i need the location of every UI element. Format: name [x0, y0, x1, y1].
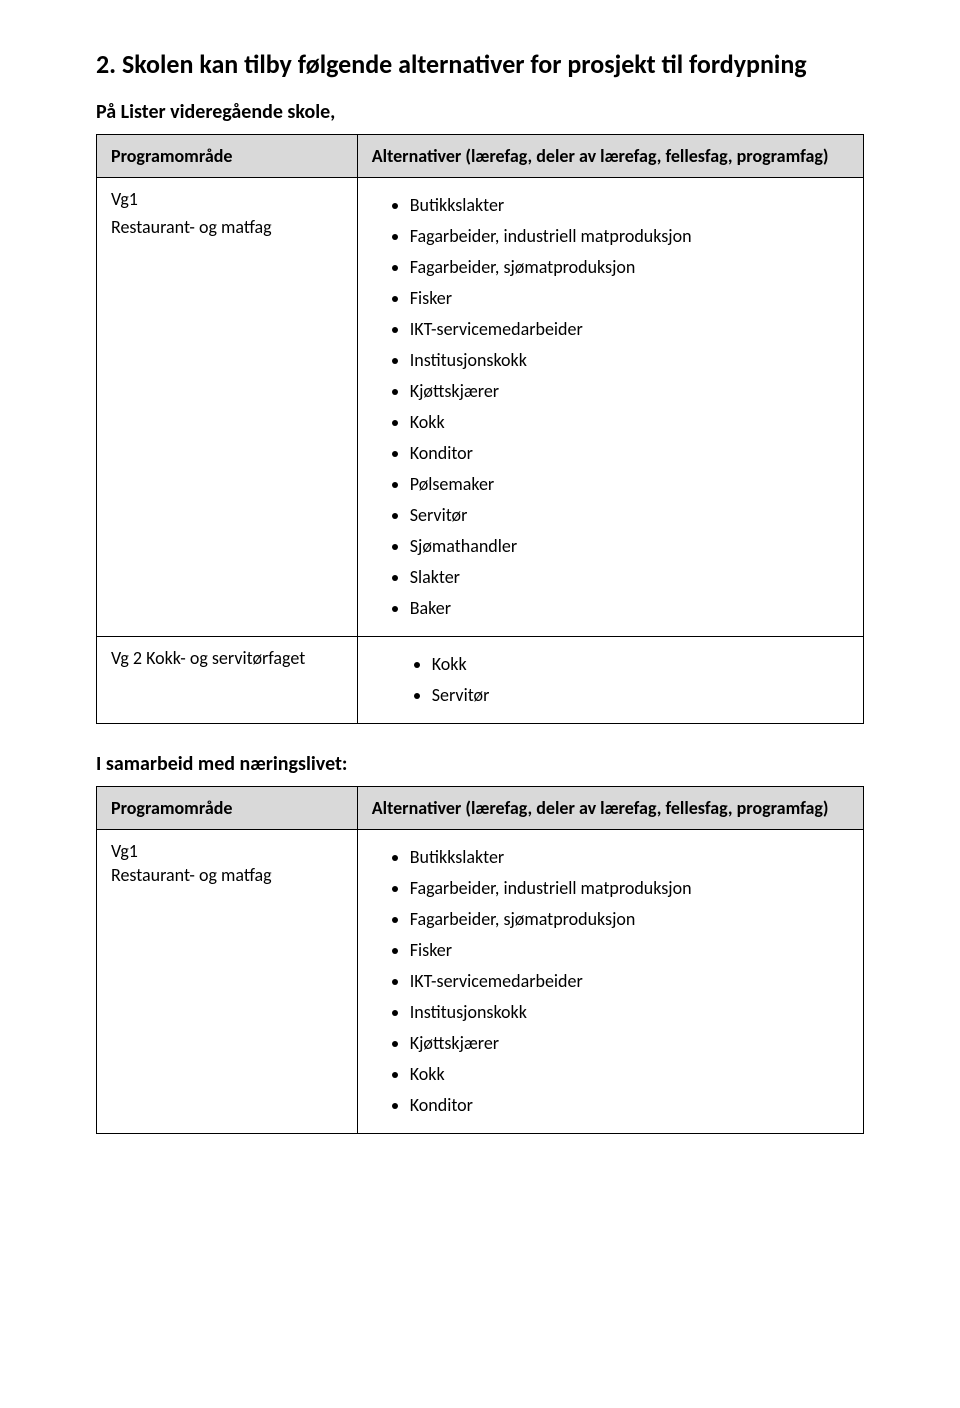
list-item: Fisker — [410, 285, 849, 312]
list-item: Kjøttskjærer — [410, 378, 849, 405]
heading-text: 2. Skolen kan tilby følgende alternative… — [96, 48, 807, 80]
list-item: Butikkslakter — [410, 192, 849, 219]
list-item: Pølsemaker — [410, 471, 849, 498]
list-item: IKT-servicemedarbeider — [410, 316, 849, 343]
list-item: Institusjonskokk — [410, 347, 849, 374]
list-item: Kokk — [410, 1061, 849, 1088]
table-1: Programområde Alternativer (lærefag, del… — [96, 134, 864, 724]
list-item: Fagarbeider, sjømatproduksjon — [410, 254, 849, 281]
list-item: Institusjonskokk — [410, 999, 849, 1026]
t1-header-right: Alternativer (lærefag, deler av lærefag,… — [357, 134, 863, 177]
t1-r2-left-line1: Vg 2 Kokk- og servitørfaget — [111, 647, 343, 669]
section-heading: 2. Skolen kan tilby følgende alternative… — [96, 48, 864, 82]
t1-r1-list: Butikkslakter Fagarbeider, industriell ma… — [372, 192, 849, 622]
list-item: Fagarbeider, industriell matproduksjon — [410, 223, 849, 250]
t1-r1-left-line1: Vg1 — [111, 188, 343, 210]
subheading: På Lister videregående skole, — [96, 100, 864, 124]
list-item: Kokk — [410, 409, 849, 436]
t2-header-right: Alternativer (lærefag, deler av lærefag,… — [357, 786, 863, 829]
t2-row1-left: Vg1 Restaurant- og matfag — [97, 829, 358, 1133]
list-item: Fisker — [410, 937, 849, 964]
list-item: Servitør — [432, 682, 849, 709]
t2-r1-left-line2: Restaurant- og matfag — [111, 864, 343, 886]
t1-r1-left-line2: Restaurant- og matfag — [111, 216, 343, 238]
t2-row1-right: Butikkslakter Fagarbeider, industriell ma… — [357, 829, 863, 1133]
list-item: Servitør — [410, 502, 849, 529]
t2-r1-list: Butikkslakter Fagarbeider, industriell ma… — [372, 844, 849, 1119]
list-item: Fagarbeider, industriell matproduksjon — [410, 875, 849, 902]
list-item: Konditor — [410, 440, 849, 467]
list-item: IKT-servicemedarbeider — [410, 968, 849, 995]
list-item: Kjøttskjærer — [410, 1030, 849, 1057]
t1-row1-left: Vg1 Restaurant- og matfag — [97, 177, 358, 636]
t2-header-left: Programområde — [97, 786, 358, 829]
list-item: Konditor — [410, 1092, 849, 1119]
t1-row2-right: Kokk Servitør — [357, 636, 863, 723]
sub-label: I samarbeid med næringslivet: — [96, 752, 864, 776]
t1-row2-left: Vg 2 Kokk- og servitørfaget — [97, 636, 358, 723]
list-item: Fagarbeider, sjømatproduksjon — [410, 906, 849, 933]
t1-row1-right: Butikkslakter Fagarbeider, industriell ma… — [357, 177, 863, 636]
t2-r1-left-line1: Vg1 — [111, 840, 343, 862]
list-item: Kokk — [432, 651, 849, 678]
t1-r2-list: Kokk Servitør — [372, 651, 849, 709]
list-item: Slakter — [410, 564, 849, 591]
list-item: Butikkslakter — [410, 844, 849, 871]
list-item: Baker — [410, 595, 849, 622]
list-item: Sjømathandler — [410, 533, 849, 560]
t1-header-left: Programområde — [97, 134, 358, 177]
table-2: Programområde Alternativer (lærefag, del… — [96, 786, 864, 1134]
